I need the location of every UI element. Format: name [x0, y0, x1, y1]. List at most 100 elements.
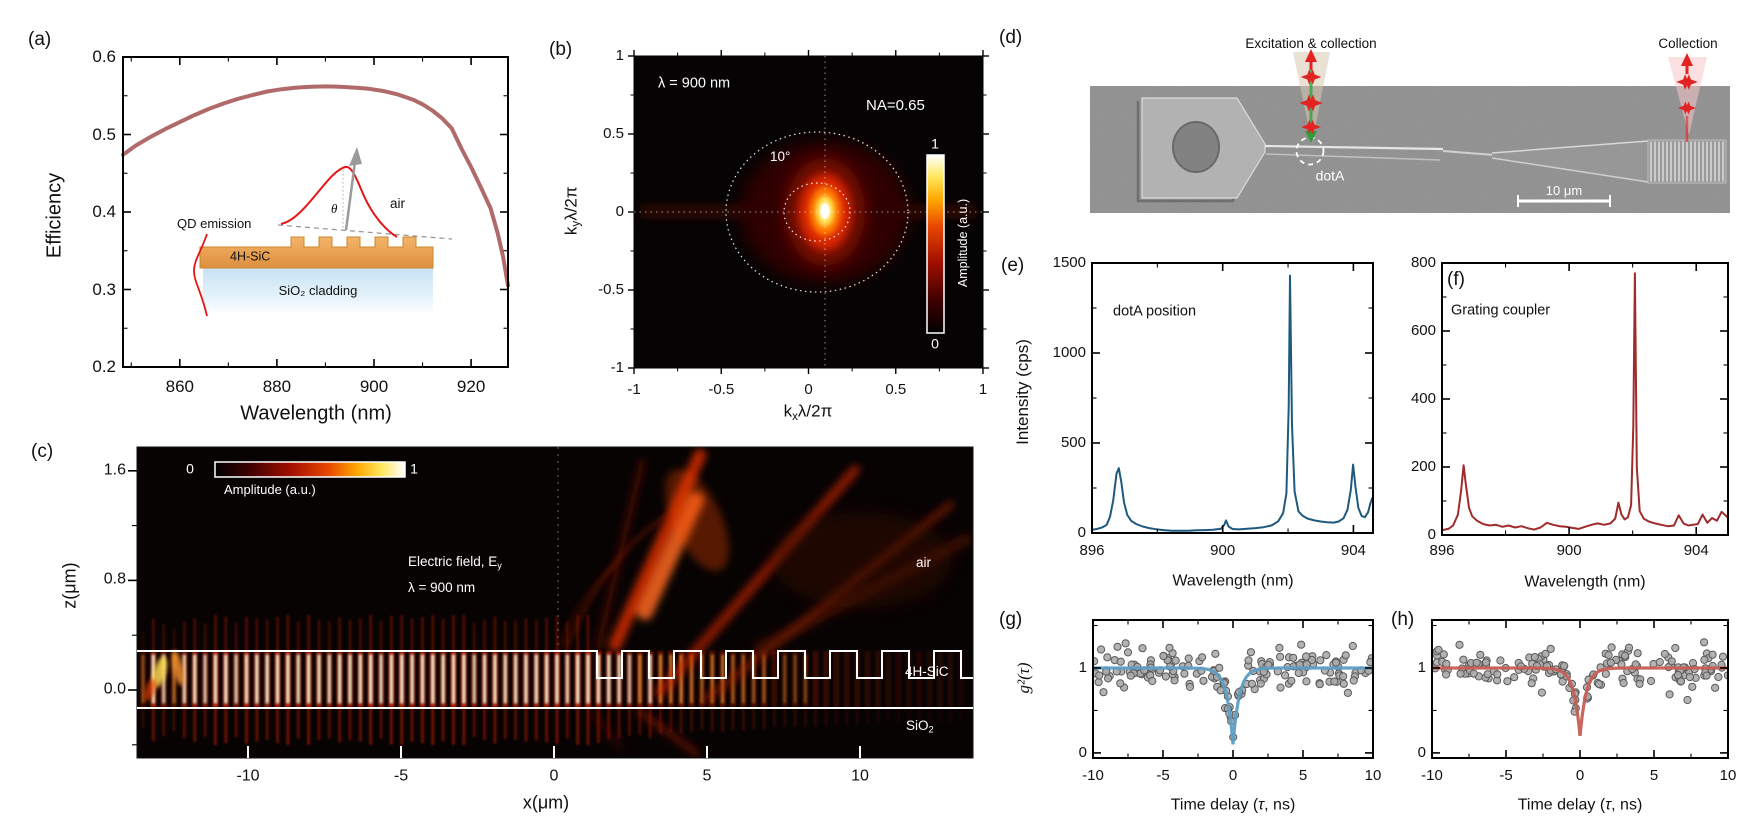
axis-ticks: [123, 56, 508, 368]
b-wavelength-annotation: λ = 900 nm: [658, 75, 731, 92]
tick-label: -0.5: [708, 381, 735, 399]
tick-label: 0: [1228, 767, 1238, 785]
photon-pulse-icon: [1301, 119, 1321, 135]
panel-e-label: (e): [1001, 255, 1025, 276]
tick-label: 904: [1683, 542, 1709, 560]
panel-d-label: (d): [999, 27, 1023, 48]
tick-label: 0.5: [92, 124, 116, 144]
sem-waveguide-lower: [1265, 153, 1441, 161]
d-scalebar-label: 10 μm: [1545, 183, 1583, 199]
e-annotation: dotA position: [1113, 303, 1197, 320]
axis-ticks: [1091, 262, 1373, 534]
tick-label: -1: [627, 381, 641, 399]
panel-e-ylabel: Intensity (cps): [1013, 339, 1032, 445]
tick-label: -5: [1499, 767, 1513, 785]
inset-baseline-dashed: [277, 224, 453, 240]
inset-qd-mode-profile: [193, 233, 208, 317]
panel-a-label: (a): [28, 29, 52, 50]
tick-label: 1: [978, 381, 988, 399]
tick-label: 0: [1078, 744, 1087, 762]
inset-emission-lobe: [280, 165, 398, 238]
h-fit-curve: [1432, 666, 1728, 737]
tick-label: 10: [1364, 767, 1382, 785]
c-field-annotation: Electric field, Ey: [408, 553, 502, 571]
sem-waveguide-upper: [1264, 144, 1444, 151]
tick-label: 0: [1575, 767, 1585, 785]
c-air-label: air: [916, 554, 932, 570]
h-scatter-points: [1432, 638, 1728, 716]
panel-d-sem: [1090, 49, 1730, 213]
panel-f-xlabel: Wavelength (nm): [1524, 573, 1646, 591]
tick-label: -10: [1421, 767, 1443, 785]
panel-b-label: (b): [549, 39, 573, 60]
c-structure-outline: [137, 447, 973, 709]
collection-up-arrow: [1681, 53, 1693, 66]
tick-label: 1: [1417, 659, 1426, 677]
panel-c-heatmap: [128, 446, 974, 759]
tick-label: 800: [1410, 254, 1436, 272]
panel-h-label: (h): [1391, 609, 1415, 630]
b-na-annotation: NA=0.65: [866, 97, 925, 115]
inset-slab-label: 4H-SiC: [230, 249, 271, 264]
tick-label: 0.0: [103, 680, 126, 698]
e-spectrum-curve: [1092, 274, 1373, 532]
inset-emission-arrow: [344, 161, 357, 231]
inset-qd-emission-label: QD emission: [177, 216, 252, 232]
tick-label: 0.3: [92, 279, 116, 299]
photon-pulse-icon: [1678, 101, 1696, 115]
tick-label: 0: [1077, 524, 1086, 542]
tick-label: -0.5: [598, 281, 624, 299]
panel-e-xlabel: Wavelength (nm): [1172, 572, 1294, 590]
tick-label: 0.5: [885, 381, 907, 399]
c-slab-label: 4H-SiC: [905, 663, 949, 679]
tick-label: 1000: [1052, 344, 1086, 362]
d-excitation-label: Excitation & collection: [1245, 35, 1377, 51]
tick-label: 900: [1210, 542, 1236, 560]
panel-b-heatmap: [633, 55, 984, 369]
tick-label: 0: [549, 767, 559, 785]
panel-b-xlabel: kxλ/2π: [783, 401, 833, 424]
tick-label: 200: [1410, 458, 1436, 476]
axis-ticks: [628, 50, 989, 374]
panel-c-ylabel: z(μm): [59, 562, 80, 609]
tick-label: -10: [236, 767, 260, 785]
tick-label: -1: [610, 359, 624, 377]
d-collection-label: Collection: [1658, 35, 1718, 51]
c-colorbar-min: 0: [186, 460, 194, 477]
tick-label: 900: [359, 377, 389, 397]
tick-label: 500: [1060, 434, 1086, 452]
panel-g-label: (g): [999, 609, 1023, 630]
tick-label: 0.4: [92, 202, 116, 222]
axis-ticks: [1092, 620, 1374, 758]
c-wavelength-annotation: λ = 900 nm: [408, 579, 476, 595]
inset-cladding-label: SiO₂ cladding: [278, 283, 358, 299]
tick-label: 0.5: [603, 125, 624, 143]
tick-label: 896: [1079, 542, 1105, 560]
tick-label: 860: [165, 377, 194, 397]
panel-c-xlabel: x(μm): [522, 792, 570, 813]
f-spectrum-curve: [1442, 272, 1728, 532]
tick-label: 0.2: [92, 357, 116, 377]
d-dotA-label: dotA: [1315, 167, 1345, 184]
axis-ticks: [1431, 620, 1729, 758]
panel-h-xlabel: Time delay (τ, ns): [1517, 796, 1643, 814]
sem-taper: [1492, 141, 1648, 182]
tick-label: 0.8: [103, 570, 126, 588]
tick-label: -10: [1082, 767, 1104, 785]
tick-label: -5: [393, 767, 409, 785]
f-annotation: Grating coupler: [1451, 302, 1551, 319]
panel-a-xlabel: Wavelength (nm): [240, 402, 392, 425]
tick-label: 0: [804, 381, 813, 399]
tick-label: 1500: [1052, 254, 1086, 272]
b-colorbar-label: Amplitude (a.u.): [956, 198, 970, 288]
axis-ticks: [1441, 262, 1728, 536]
tick-label: 900: [1556, 542, 1582, 560]
photon-pulse-icon: [1676, 74, 1698, 90]
tick-label: 880: [262, 377, 292, 397]
b-circle-10deg: [783, 182, 851, 242]
excitation-down-arrow: [1305, 131, 1317, 143]
a-efficiency-curve: [121, 84, 510, 288]
tick-label: 1: [1078, 659, 1087, 677]
